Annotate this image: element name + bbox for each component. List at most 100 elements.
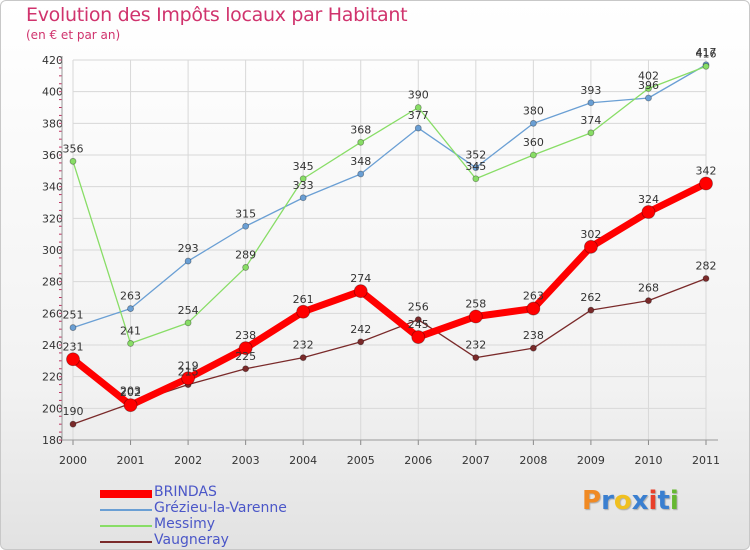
legend-label-messimy: Messimy: [154, 516, 216, 532]
data-point-brindas-2003: [238, 341, 253, 356]
data-label-messimy-2007: 345: [465, 160, 486, 173]
y-tick-label-360: 360: [42, 149, 63, 162]
data-point-vaugneray-2003: [242, 365, 250, 373]
legend-label-gr-zieu-la-varenne: Grézieu-la-Varenne: [154, 500, 287, 516]
data-label-gr-zieu-la-varenne-2002: 293: [178, 242, 199, 255]
data-point-gr-zieu-la-varenne-2000: [69, 324, 77, 331]
data-point-vaugneray-2007: [472, 354, 480, 362]
x-tick-label-2002: 2002: [174, 454, 202, 467]
data-label-vaugneray-2003: 225: [235, 350, 256, 363]
data-point-messimy-2004: [299, 175, 307, 183]
data-label-messimy-2008: 360: [523, 136, 544, 149]
data-label-vaugneray-2001: 203: [120, 385, 141, 398]
data-label-gr-zieu-la-varenne-2010: 396: [638, 79, 659, 92]
y-tick-label-200: 200: [42, 402, 63, 415]
logo-letter: i: [648, 486, 658, 516]
legend-label-brindas: BRINDAS: [154, 484, 217, 500]
data-point-messimy-2005: [357, 138, 365, 146]
data-label-vaugneray-2002: 215: [178, 366, 199, 379]
legend-label-vaugneray: Vaugneray: [154, 532, 229, 548]
data-point-gr-zieu-la-varenne-2001: [127, 305, 134, 312]
data-point-messimy-2000: [69, 157, 77, 165]
data-label-gr-zieu-la-varenne-2005: 348: [350, 155, 371, 168]
chart-subtitle: (en € et par an): [26, 28, 121, 42]
data-label-messimy-2001: 241: [120, 324, 141, 337]
y-tick-label-380: 380: [42, 117, 63, 130]
y-tick-label-220: 220: [42, 371, 63, 384]
data-point-brindas-2002: [181, 371, 195, 386]
data-point-gr-zieu-la-varenne-2010: [645, 94, 652, 102]
y-tick-label-240: 240: [42, 339, 63, 352]
data-point-gr-zieu-la-varenne-2009: [587, 99, 595, 107]
data-label-brindas-2009: 302: [580, 228, 601, 241]
data-point-messimy-2008: [529, 151, 537, 159]
data-label-messimy-2009: 374: [580, 114, 601, 127]
x-tick-label-2003: 2003: [232, 454, 260, 467]
data-point-gr-zieu-la-varenne-2002: [184, 257, 192, 265]
data-label-brindas-2005: 274: [350, 272, 371, 285]
data-point-vaugneray-2006: [414, 316, 422, 324]
x-tick-label-2011: 2011: [692, 454, 720, 467]
data-point-brindas-2007: [468, 309, 483, 324]
data-point-gr-zieu-la-varenne-2008: [529, 119, 537, 127]
x-tick-label-2008: 2008: [519, 454, 547, 467]
y-tick-label-420: 420: [42, 54, 63, 67]
data-label-messimy-2000: 356: [63, 142, 84, 155]
data-point-brindas-2009: [584, 239, 598, 254]
data-point-vaugneray-2004: [299, 354, 307, 362]
legend-swatch-gr-zieu-la-varenne: [100, 509, 152, 511]
data-label-messimy-2010: 402: [638, 70, 659, 83]
y-tick-label-340: 340: [42, 181, 63, 194]
data-label-vaugneray-2007: 232: [465, 339, 486, 352]
data-label-gr-zieu-la-varenne-2006: 377: [408, 109, 429, 122]
logo-letter: o: [613, 486, 632, 516]
y-tick-label-300: 300: [42, 244, 63, 257]
data-point-vaugneray-2008: [529, 344, 537, 352]
data-point-messimy-2003: [242, 264, 250, 271]
legend-swatch-messimy: [100, 525, 152, 527]
data-label-gr-zieu-la-varenne-2000: 251: [63, 309, 84, 322]
data-point-vaugneray-2000: [69, 420, 77, 428]
x-tick-label-2000: 2000: [59, 454, 87, 467]
data-label-gr-zieu-la-varenne-2008: 380: [523, 104, 544, 117]
data-point-gr-zieu-la-varenne-2004: [299, 194, 307, 202]
data-point-brindas-2001: [123, 398, 138, 413]
data-point-brindas-2000: [66, 352, 80, 367]
proxiti-logo: Proxiti: [582, 486, 679, 516]
data-label-gr-zieu-la-varenne-2011: 417: [696, 46, 717, 59]
data-label-brindas-2010: 324: [638, 193, 659, 206]
data-point-vaugneray-2005: [357, 338, 365, 346]
data-point-gr-zieu-la-varenne-2005: [357, 170, 365, 178]
data-point-brindas-2008: [526, 301, 541, 316]
y-tick-label-260: 260: [42, 307, 63, 320]
data-label-brindas-2000: 231: [63, 340, 84, 353]
data-label-messimy-2011: 416: [696, 47, 717, 60]
y-tick-label-180: 180: [42, 434, 63, 447]
x-tick-label-2005: 2005: [347, 454, 375, 467]
data-point-brindas-2011: [699, 176, 713, 191]
logo-letter: t: [657, 486, 670, 516]
data-point-brindas-2010: [641, 205, 656, 219]
data-point-messimy-2009: [587, 129, 595, 137]
data-label-vaugneray-2009: 262: [580, 291, 601, 304]
data-label-messimy-2006: 390: [408, 89, 429, 102]
legend-swatch-brindas: [100, 490, 152, 498]
logo-letter: x: [631, 486, 649, 516]
data-label-vaugneray-2008: 238: [523, 329, 544, 342]
data-label-brindas-2006: 245: [408, 318, 429, 331]
data-label-gr-zieu-la-varenne-2003: 315: [235, 207, 256, 220]
data-point-brindas-2004: [296, 304, 311, 319]
data-label-brindas-2011: 342: [696, 165, 717, 178]
y-tick-label-320: 320: [42, 212, 63, 225]
data-point-vaugneray-2010: [645, 297, 652, 305]
data-label-brindas-2001: 202: [120, 386, 141, 399]
data-point-gr-zieu-la-varenne-2007: [472, 164, 480, 172]
data-point-vaugneray-2009: [587, 306, 595, 314]
x-tick-label-2004: 2004: [289, 454, 317, 467]
data-label-gr-zieu-la-varenne-2001: 263: [120, 290, 141, 303]
data-point-messimy-2006: [414, 104, 422, 111]
data-point-messimy-2002: [184, 319, 192, 327]
data-label-messimy-2004: 345: [293, 160, 314, 173]
data-label-messimy-2002: 254: [178, 304, 199, 317]
